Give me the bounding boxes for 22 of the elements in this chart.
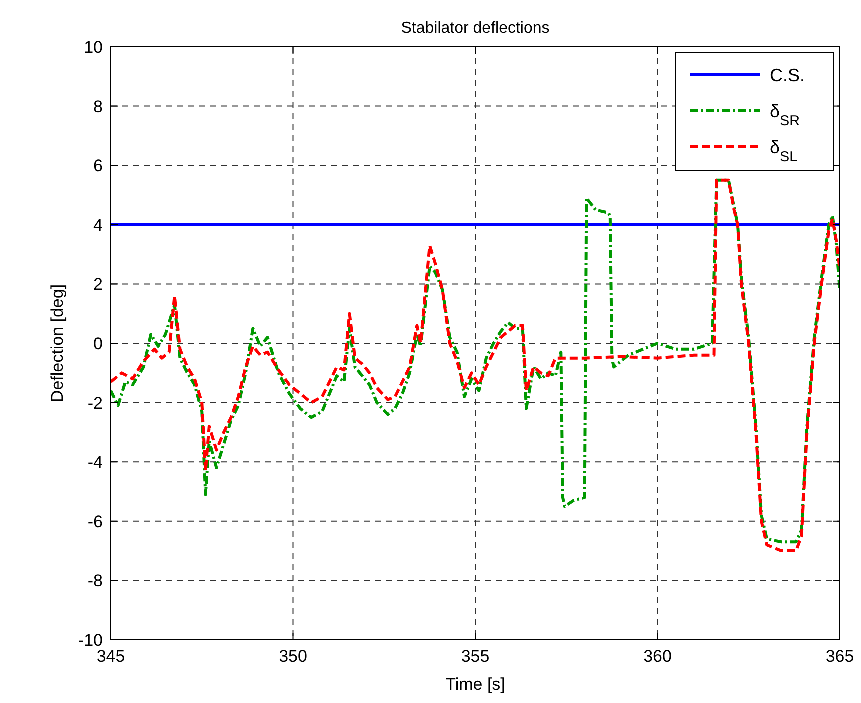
y-tick-label: 0 (94, 334, 103, 354)
legend-label: δ$_{SR}$ (770, 101, 800, 130)
y-tick-label: 6 (94, 156, 103, 176)
y-tick-label: -10 (78, 630, 103, 650)
y-tick-label: 2 (94, 275, 103, 294)
y-tick-label: 4 (94, 216, 103, 235)
x-tick-label: 350 (279, 647, 308, 666)
x-tick-label: 355 (461, 647, 490, 666)
y-tick-label: -4 (88, 453, 103, 472)
x-tick-label: 365 (826, 647, 854, 666)
legend-label: C.S. (770, 65, 806, 86)
x-tick-label: 345 (96, 647, 126, 666)
chart-title: Stabilator deflections (401, 20, 550, 37)
y-axis-title: Deflection [deg] (48, 284, 67, 403)
y-tick-label: -2 (88, 394, 103, 413)
x-tick-label: 360 (644, 647, 672, 666)
y-tick-label: -8 (88, 572, 103, 591)
y-tick-label: 8 (94, 97, 103, 116)
legend-label: δ$_{SL}$ (770, 137, 798, 166)
y-tick-label: -6 (88, 512, 103, 532)
y-tick-label: 10 (84, 38, 103, 57)
x-axis-title: Time [s] (446, 675, 506, 694)
